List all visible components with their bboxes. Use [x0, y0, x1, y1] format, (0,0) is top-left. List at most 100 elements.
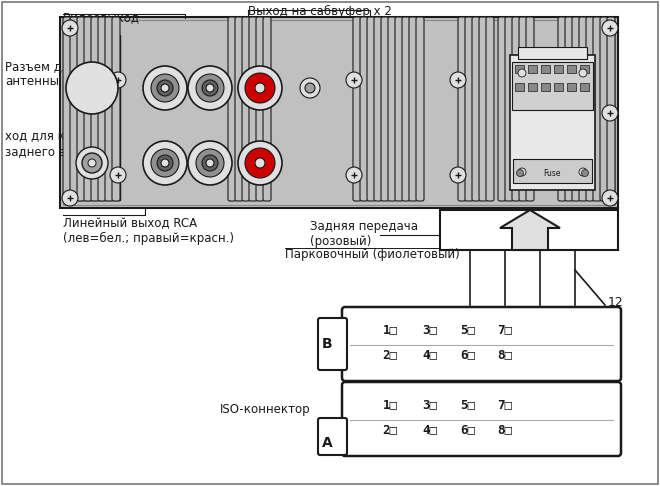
Circle shape: [196, 74, 224, 102]
Circle shape: [206, 159, 214, 167]
Circle shape: [88, 84, 96, 92]
FancyBboxPatch shape: [360, 17, 368, 201]
Circle shape: [161, 159, 169, 167]
FancyBboxPatch shape: [342, 382, 621, 456]
Circle shape: [602, 105, 618, 121]
Circle shape: [76, 147, 108, 179]
FancyBboxPatch shape: [465, 17, 473, 201]
Text: 2□: 2□: [383, 423, 397, 436]
Circle shape: [581, 170, 589, 176]
FancyBboxPatch shape: [353, 17, 361, 201]
Circle shape: [188, 141, 232, 185]
FancyBboxPatch shape: [84, 17, 92, 201]
Circle shape: [346, 72, 362, 88]
Text: B: B: [322, 337, 333, 351]
Bar: [528, 83, 537, 91]
Circle shape: [602, 20, 618, 36]
FancyBboxPatch shape: [367, 17, 375, 201]
Text: 8□: 8□: [498, 423, 513, 436]
FancyBboxPatch shape: [526, 17, 534, 201]
Text: ISO-коннектор: ISO-коннектор: [220, 403, 311, 417]
Bar: [580, 83, 589, 91]
Circle shape: [151, 74, 179, 102]
Circle shape: [346, 167, 362, 183]
Circle shape: [202, 80, 218, 96]
FancyBboxPatch shape: [91, 17, 99, 201]
Circle shape: [579, 168, 587, 176]
Circle shape: [188, 66, 232, 110]
Circle shape: [82, 153, 102, 173]
Circle shape: [238, 141, 282, 185]
Circle shape: [206, 84, 214, 92]
Circle shape: [300, 78, 320, 98]
FancyBboxPatch shape: [579, 17, 587, 201]
Circle shape: [450, 72, 466, 88]
FancyBboxPatch shape: [242, 17, 250, 201]
Circle shape: [157, 155, 173, 171]
FancyBboxPatch shape: [235, 17, 243, 201]
Circle shape: [143, 66, 187, 110]
Circle shape: [238, 66, 282, 110]
FancyBboxPatch shape: [388, 17, 396, 201]
Circle shape: [151, 149, 179, 177]
Text: 12: 12: [608, 296, 624, 310]
Text: 3□: 3□: [422, 324, 438, 336]
FancyBboxPatch shape: [486, 17, 494, 201]
FancyBboxPatch shape: [63, 17, 71, 201]
FancyBboxPatch shape: [256, 17, 264, 201]
Text: 5□: 5□: [461, 324, 475, 336]
FancyBboxPatch shape: [607, 17, 615, 201]
Circle shape: [88, 159, 96, 167]
FancyBboxPatch shape: [512, 17, 520, 201]
Text: Разъем для
антенны: Разъем для антенны: [5, 60, 77, 88]
FancyBboxPatch shape: [600, 17, 608, 201]
Bar: [60, 17, 618, 208]
FancyBboxPatch shape: [374, 17, 382, 201]
Circle shape: [74, 70, 110, 106]
Text: ход для камеры
заднего вида: ход для камеры заднего вида: [5, 130, 105, 158]
Circle shape: [255, 158, 265, 168]
Circle shape: [82, 78, 102, 98]
FancyBboxPatch shape: [342, 307, 621, 381]
Circle shape: [66, 62, 118, 114]
Circle shape: [255, 83, 265, 93]
Bar: [65, 35, 120, 200]
Circle shape: [579, 69, 587, 77]
Circle shape: [305, 83, 315, 93]
FancyBboxPatch shape: [513, 159, 592, 183]
FancyBboxPatch shape: [105, 17, 113, 201]
Text: Выход на сабвуфер х 2: Выход на сабвуфер х 2: [248, 5, 392, 18]
Bar: [567, 65, 576, 73]
FancyBboxPatch shape: [565, 17, 573, 201]
Text: Линейный выход RCA
(лев=бел.; правый=красн.): Линейный выход RCA (лев=бел.; правый=кра…: [63, 217, 234, 245]
FancyBboxPatch shape: [98, 17, 106, 201]
FancyBboxPatch shape: [228, 17, 236, 201]
Text: 6□: 6□: [461, 423, 475, 436]
Bar: [512, 62, 593, 110]
FancyBboxPatch shape: [519, 17, 527, 201]
Text: A: A: [322, 436, 333, 450]
Text: Парковочный (фиолетовый): Парковочный (фиолетовый): [285, 248, 460, 261]
Circle shape: [518, 69, 526, 77]
FancyBboxPatch shape: [586, 17, 594, 201]
Text: 7□: 7□: [498, 399, 513, 412]
FancyBboxPatch shape: [263, 17, 271, 201]
Text: Видеовыход: Видеовыход: [63, 11, 140, 24]
FancyBboxPatch shape: [402, 17, 410, 201]
Text: 6□: 6□: [461, 348, 475, 362]
Bar: [580, 65, 589, 73]
Circle shape: [517, 170, 523, 176]
Text: Задняя передача
(розовый): Задняя передача (розовый): [310, 220, 418, 248]
Bar: [63, 20, 615, 205]
Bar: [567, 83, 576, 91]
FancyBboxPatch shape: [318, 318, 347, 370]
Circle shape: [518, 168, 526, 176]
Circle shape: [202, 155, 218, 171]
Bar: [515, 83, 524, 91]
Bar: [440, 210, 618, 250]
FancyBboxPatch shape: [249, 17, 257, 201]
Bar: [528, 65, 537, 73]
Text: 3□: 3□: [422, 399, 438, 412]
FancyBboxPatch shape: [458, 17, 466, 201]
Polygon shape: [500, 210, 560, 250]
